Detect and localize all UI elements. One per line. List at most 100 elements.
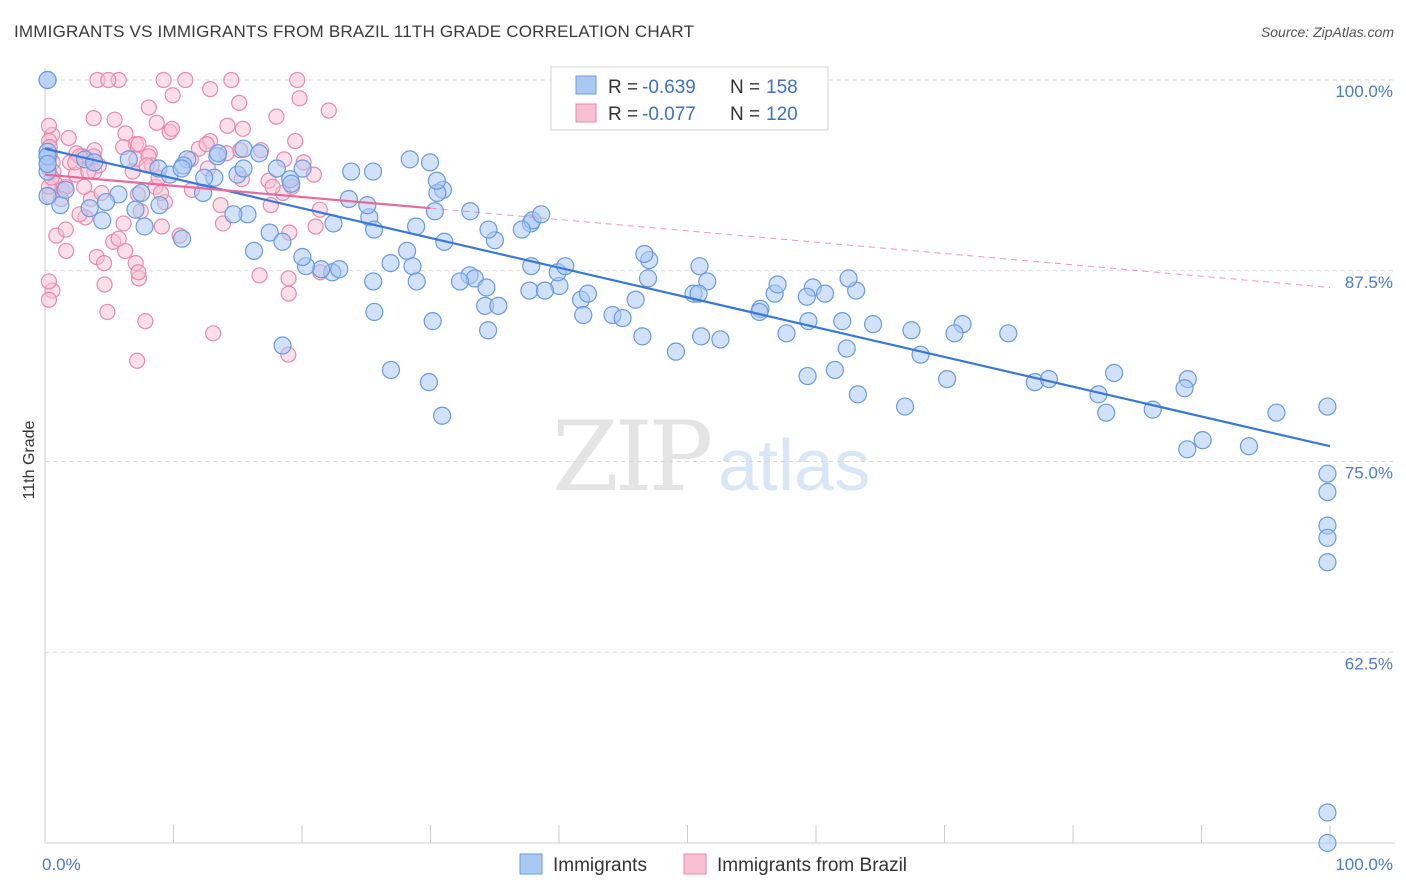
immigrants-point xyxy=(638,269,658,288)
immigrants-point xyxy=(150,196,169,215)
y-tick-label: 100.0% xyxy=(1335,82,1393,101)
watermark-zip: ZIP xyxy=(552,401,711,513)
brazil-point xyxy=(95,255,113,272)
source-credit: Source: ZipAtlas.com xyxy=(1260,24,1394,40)
immigrants-point xyxy=(1193,431,1212,450)
immigrants-point xyxy=(365,302,384,322)
immigrants-point xyxy=(902,321,921,340)
immigrants-point xyxy=(407,272,426,291)
legend-n-value-1: 158 xyxy=(766,77,798,98)
brazil-point xyxy=(268,108,285,125)
brazil-point xyxy=(291,90,308,107)
brazil-point xyxy=(40,291,57,308)
x-tick-label: 100.0% xyxy=(1335,855,1393,874)
brazil-point xyxy=(311,201,328,218)
legend-swatch-blue xyxy=(575,75,597,95)
y-tick-label: 87.5% xyxy=(1345,273,1393,292)
immigrants-point xyxy=(397,241,417,261)
immigrants-point xyxy=(427,171,446,190)
immigrants-point xyxy=(1175,379,1194,398)
immigrants-point xyxy=(96,192,116,212)
watermark-atlas: atlas xyxy=(718,426,870,506)
y-axis-label: 11th Grade xyxy=(21,420,38,499)
brazil-point xyxy=(205,325,222,342)
brazil-point xyxy=(264,178,281,195)
immigrants-point xyxy=(839,269,858,288)
immigrants-point xyxy=(209,144,228,163)
immigrants-point xyxy=(635,244,654,264)
brazil-point xyxy=(110,230,127,247)
immigrants-point xyxy=(330,260,349,279)
immigrants-point xyxy=(244,241,264,261)
brazil-point xyxy=(140,99,157,116)
bottom-legend-brazil: Immigrants from Brazil xyxy=(717,855,907,876)
immigrants-point xyxy=(342,162,361,181)
immigrants-point xyxy=(358,196,377,215)
immigrants-point xyxy=(80,199,99,218)
immigrants-point xyxy=(282,174,301,193)
brazil-point xyxy=(99,303,116,321)
immigrants-point xyxy=(250,144,269,163)
brazil-point xyxy=(223,71,240,89)
immigrants-point xyxy=(489,296,508,315)
immigrants-point xyxy=(126,200,145,219)
immigrants-point xyxy=(837,339,856,358)
immigrants-point xyxy=(666,342,686,361)
immigrants-point xyxy=(433,406,452,425)
immigrants-point xyxy=(293,247,312,267)
immigrants-point xyxy=(1318,464,1337,483)
brazil-point xyxy=(198,135,215,153)
immigrants-point xyxy=(1239,437,1259,456)
brazil-point xyxy=(287,132,304,150)
brazil-point xyxy=(130,264,147,281)
brazil-point xyxy=(58,242,75,260)
immigrants-point xyxy=(1318,528,1337,547)
immigrants-point xyxy=(1318,833,1337,853)
immigrants-point xyxy=(419,373,439,392)
brazil-point xyxy=(163,120,181,137)
immigrants-point xyxy=(38,70,57,90)
y-tick-labels: 100.0% 87.5% 75.0% 62.5% xyxy=(1335,82,1393,673)
legend-n-label-1: N = xyxy=(730,77,760,98)
immigrants-point xyxy=(477,278,496,297)
immigrants-point xyxy=(798,366,817,386)
immigrants-point xyxy=(825,360,845,380)
y-tick-label: 75.0% xyxy=(1345,464,1393,483)
brazil-point xyxy=(307,218,324,235)
immigrants-point xyxy=(578,284,598,303)
brazil-point xyxy=(320,102,337,119)
immigrants-point xyxy=(532,205,551,224)
brazil-point xyxy=(231,94,248,111)
bottom-legend: Immigrants Immigrants from Brazil xyxy=(519,853,907,876)
immigrants-point xyxy=(132,183,151,203)
immigrants-point xyxy=(38,154,57,174)
brazil-point xyxy=(289,71,306,89)
immigrants-point xyxy=(312,260,331,279)
brazil-point xyxy=(280,285,297,302)
legend-r-label-1: R = xyxy=(608,77,638,98)
x-tick-label: 0.0% xyxy=(42,855,81,874)
immigrants-point xyxy=(945,324,964,343)
brazil-point xyxy=(130,135,147,153)
immigrants-point xyxy=(260,223,279,242)
brazil-point xyxy=(280,270,297,287)
immigrants-point xyxy=(574,305,593,325)
immigrants-point xyxy=(690,257,709,276)
chart-title: IMMIGRANTS VS IMMIGRANTS FROM BRAZIL 11T… xyxy=(14,22,695,41)
immigrants-point xyxy=(535,281,555,300)
immigrants-point xyxy=(777,324,796,343)
immigrants-point xyxy=(423,312,442,331)
immigrants-point xyxy=(479,321,498,340)
brazil-point xyxy=(40,273,58,290)
watermark: ZIP atlas xyxy=(552,401,870,513)
brazil-point xyxy=(100,71,117,89)
immigrants-point xyxy=(135,217,154,236)
immigrants-point xyxy=(450,272,470,291)
immigrants-point xyxy=(172,159,191,178)
immigrants-point xyxy=(512,220,531,239)
immigrants-point xyxy=(1318,803,1337,822)
immigrants-point xyxy=(938,369,957,389)
brazil-point xyxy=(153,218,170,235)
immigrants-point xyxy=(479,220,498,239)
